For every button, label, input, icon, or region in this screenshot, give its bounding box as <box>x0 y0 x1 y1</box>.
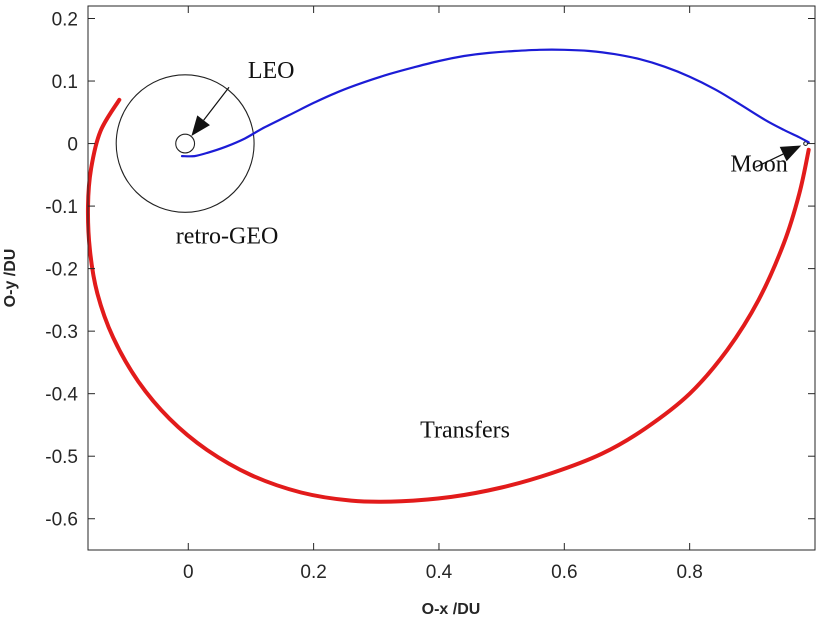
leo-orbit-circle <box>175 133 196 154</box>
y-tick-label: 0.1 <box>52 72 78 93</box>
x-axis-label: O-x /DU <box>422 601 481 618</box>
blue-transfer-line <box>180 48 810 158</box>
y-tick-label: -0.3 <box>45 322 78 343</box>
x-tick-label: 0.6 <box>551 562 577 583</box>
x-tick-label: 0.2 <box>300 562 326 583</box>
y-tick-label: -0.1 <box>45 197 78 218</box>
leo-arrow-line <box>203 86 230 121</box>
y-tick-label: -0.2 <box>45 260 78 281</box>
moon-arrow-line <box>755 153 784 168</box>
moon-label: Moon <box>730 152 787 178</box>
y-tick-label: 0.2 <box>52 10 78 31</box>
transfers-label: Transfers <box>420 417 510 443</box>
x-tick-label: 0 <box>183 562 194 583</box>
retro-geo-label: retro-GEO <box>176 224 279 250</box>
x-tick-label: 0.8 <box>676 562 702 583</box>
y-axis-label: O-y /DU <box>2 249 19 308</box>
retro-geo-orbit-circle <box>115 74 255 213</box>
y-tick-label: -0.6 <box>45 510 78 531</box>
leo-label: LEO <box>248 58 295 84</box>
y-tick-label: -0.4 <box>45 385 78 406</box>
x-tick-label: 0.4 <box>426 562 453 583</box>
y-tick-label: -0.5 <box>45 447 78 468</box>
y-axis-ticks: 0.2 0.1 0 -0.1 -0.2 -0.3 -0.4 -0.5 -0.6 <box>45 10 815 531</box>
axes-box <box>87 5 816 551</box>
leo-arrow-head <box>191 115 210 137</box>
x-axis-ticks: 0 0.2 0.4 0.6 0.8 <box>183 6 703 583</box>
red-transfer-line <box>85 97 811 504</box>
plot-area: LEO retro-GEO Moon Transfers <box>85 48 811 504</box>
y-tick-label: 0 <box>67 135 78 156</box>
moon-arrow-head <box>779 145 802 162</box>
